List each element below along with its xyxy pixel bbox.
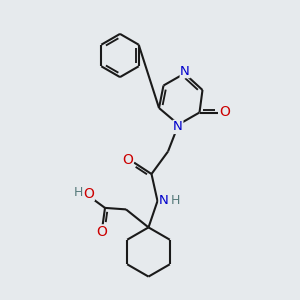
Text: O: O	[97, 225, 107, 239]
Text: N: N	[180, 64, 190, 78]
Text: H: H	[171, 194, 180, 207]
Text: N: N	[159, 194, 169, 207]
Text: O: O	[219, 106, 230, 119]
Text: O: O	[122, 153, 133, 166]
Text: N: N	[173, 120, 183, 134]
Text: H: H	[74, 186, 84, 200]
Text: O: O	[83, 187, 94, 200]
